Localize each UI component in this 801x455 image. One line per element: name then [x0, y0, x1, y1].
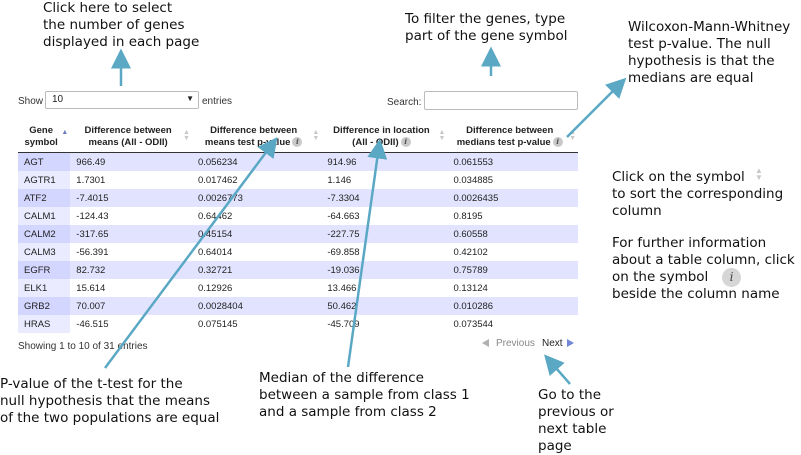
value-cell: 0.017462	[191, 171, 322, 189]
table-row: EGFR 82.732 0.32721 -19.036 0.75789	[18, 261, 578, 279]
value-cell: 82.732	[70, 261, 192, 279]
next-button[interactable]: Next	[542, 338, 563, 349]
annotation-wmw: Wilcoxon-Mann-Whitney test p-value. The …	[628, 19, 791, 86]
gene-symbol-cell: ELK1	[18, 279, 71, 297]
value-cell: -56.391	[70, 243, 192, 261]
value-cell: -227.75	[321, 225, 448, 243]
value-cell: 0.0026435	[447, 189, 578, 207]
value-cell: 914.96	[321, 152, 448, 171]
page-size-select[interactable]: 10 ▼	[45, 91, 199, 109]
value-cell: 13.466	[321, 279, 448, 297]
value-cell: 0.0026773	[191, 189, 322, 207]
value-cell: -7.4015	[70, 189, 192, 207]
value-cell: 50.462	[321, 297, 448, 315]
table-row: GRB2 70.007 0.0028404 50.462 0.010286	[18, 297, 578, 315]
value-cell: 0.32721	[191, 261, 322, 279]
value-cell: 0.073544	[447, 315, 578, 333]
gene-symbol-cell: EGFR	[18, 261, 71, 279]
value-cell: 0.0028404	[191, 297, 322, 315]
column-header-diff-means[interactable]: Difference between means (All - ODII) ▲ ▼	[70, 122, 192, 153]
sort-icon[interactable]: ▲ ▼	[312, 129, 320, 142]
sort-icon[interactable]: ▲ ▼	[183, 129, 190, 142]
value-cell: 0.64462	[191, 207, 322, 225]
annotation-ttest: P-value of the t-test for the null hypot…	[0, 376, 220, 426]
gene-symbol-cell: CALM3	[18, 243, 71, 261]
annotation-select-genes: Click here to select the number of genes…	[43, 0, 200, 50]
column-header-medians-pvalue[interactable]: Difference between medians test p-value i…	[447, 122, 578, 153]
table-row: CALM1 -124.43 0.64462 -64.663 0.8195	[18, 207, 578, 225]
value-cell: 0.75789	[447, 261, 578, 279]
show-label: Show	[18, 96, 44, 107]
table-row: AGT 966.49 0.056234 914.96 0.061553	[18, 152, 578, 171]
next-arrow-icon[interactable]	[567, 339, 574, 347]
genes-table: Gene symbol ▲ Difference between means (…	[18, 122, 578, 333]
value-cell: 0.034885	[447, 171, 578, 189]
gene-symbol-cell: CALM2	[18, 225, 71, 243]
table-row: CALM2 -317.65 0.45154 -227.75 0.60558	[18, 225, 578, 243]
arrow-median-diff	[346, 138, 388, 368]
sort-icon[interactable]: ▲	[61, 129, 69, 136]
page-size-value: 10	[52, 94, 64, 105]
table-header-row: Gene symbol ▲ Difference between means (…	[18, 122, 578, 153]
value-cell: -19.036	[321, 261, 448, 279]
table-row: HRAS -46.515 0.075145 -45.709 0.073544	[18, 315, 578, 333]
annotation-sort-symbol: Click on the symbol to sort the correspo…	[612, 169, 784, 219]
table-row: ATF2 -7.4015 0.0026773 -7.3304 0.0026435	[18, 189, 578, 207]
value-cell: 966.49	[70, 152, 192, 171]
value-cell: -46.515	[70, 315, 192, 333]
gene-symbol-cell: GRB2	[18, 297, 71, 315]
value-cell: 0.60558	[447, 225, 578, 243]
arrow-wmw	[566, 77, 627, 138]
value-cell: 0.056234	[191, 152, 322, 171]
annotation-median-diff: Median of the difference between a sampl…	[259, 370, 470, 420]
column-header-gene-symbol[interactable]: Gene symbol ▲	[18, 122, 71, 153]
gene-symbol-cell: AGTR1	[18, 171, 71, 189]
table-row: AGTR1 1.7301 0.017462 1.146 0.034885	[18, 171, 578, 189]
gene-symbol-cell: AGT	[18, 152, 71, 171]
value-cell: -7.3304	[321, 189, 448, 207]
gene-symbol-cell: CALM1	[18, 207, 71, 225]
column-header-means-pvalue[interactable]: Difference between means test p-value i ▲…	[191, 122, 322, 153]
entries-label: entries	[202, 96, 233, 107]
gene-symbol-cell: ATF2	[18, 189, 71, 207]
table-row: CALM3 -56.391 0.64014 -69.858 0.42102	[18, 243, 578, 261]
arrow-pager	[544, 354, 571, 385]
search-label: Search:	[387, 97, 422, 108]
gene-symbol-cell: HRAS	[18, 315, 71, 333]
previous-button[interactable]: Previous	[496, 338, 535, 349]
value-cell: 0.64014	[191, 243, 322, 261]
value-cell: 0.8195	[447, 207, 578, 225]
search-input[interactable]	[424, 91, 578, 110]
annotation-pager: Go to the previous or next table page	[538, 387, 614, 454]
info-symbol-icon: i	[722, 268, 741, 287]
value-cell: 0.13124	[447, 279, 578, 297]
value-cell: -64.663	[321, 207, 448, 225]
info-icon[interactable]: i	[292, 137, 303, 148]
value-cell: 70.007	[70, 297, 192, 315]
previous-arrow-icon[interactable]	[482, 339, 489, 347]
value-cell: -317.65	[70, 225, 192, 243]
annotation-filter: To filter the genes, type part of the ge…	[405, 11, 568, 44]
info-icon[interactable]: i	[552, 137, 563, 148]
value-cell: -69.858	[321, 243, 448, 261]
value-cell: 0.12926	[191, 279, 322, 297]
annotation-info-symbol: For further information about a table co…	[612, 235, 795, 302]
value-cell: 0.061553	[447, 152, 578, 171]
value-cell: 1.7301	[70, 171, 192, 189]
value-cell: 0.45154	[191, 225, 322, 243]
value-cell: 0.075145	[191, 315, 322, 333]
info-icon[interactable]: i	[400, 137, 411, 148]
sort-symbol-icon: ▲ ▼	[755, 166, 763, 182]
value-cell: 0.42102	[447, 243, 578, 261]
chevron-down-icon: ▼	[186, 94, 194, 103]
arrow-ttest	[103, 136, 278, 369]
value-cell: -124.43	[70, 207, 192, 225]
value-cell: 0.010286	[447, 297, 578, 315]
table-info-text: Showing 1 to 10 of 31 entries	[18, 341, 148, 352]
value-cell: 1.146	[321, 171, 448, 189]
sort-icon[interactable]: ▲ ▼	[438, 129, 446, 142]
